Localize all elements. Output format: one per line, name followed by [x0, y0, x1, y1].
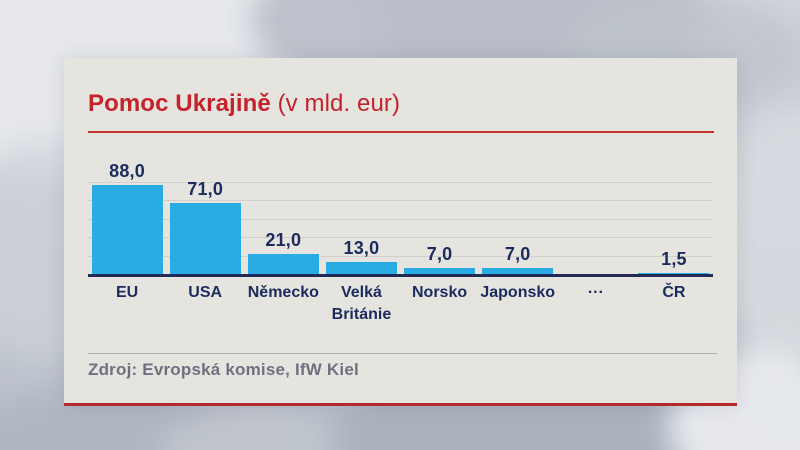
category-label: Německo: [247, 284, 319, 301]
bar: [638, 272, 710, 275]
gridline: [88, 255, 713, 257]
gridline: [88, 200, 713, 202]
bar-value-label: 21,0: [265, 229, 302, 250]
bar-column: [557, 128, 635, 275]
chart-title-main: Pomoc Ukrajině: [88, 90, 271, 117]
bar-value-label: 1,5: [661, 248, 687, 269]
source-divider: [88, 353, 717, 354]
bar: [91, 185, 163, 275]
bar-column: 1,5: [635, 128, 713, 275]
gridline: [88, 218, 713, 220]
gridline: [88, 182, 713, 183]
category-label: Velká Británie: [331, 284, 392, 323]
bar-value-label: 7,0: [426, 243, 453, 264]
chart-title: Pomoc Ukrajině (v mld. eur): [88, 90, 713, 118]
source-caption: Zdroj: Evropská komise, IfW Kiel: [88, 360, 359, 379]
bar-column: 21,0: [244, 128, 322, 275]
gridline: [88, 237, 713, 239]
bar: [247, 253, 319, 275]
chart-title-unit: (v mld. eur): [270, 90, 401, 117]
category-label: Norsko: [412, 284, 468, 301]
bar-column: 7,0: [401, 128, 479, 275]
bar-column: 7,0: [479, 128, 557, 275]
x-axis-baseline: [88, 274, 713, 277]
bar: [325, 261, 397, 275]
category-label: EU: [115, 284, 139, 301]
bar-value-label: 88,0: [109, 161, 145, 182]
bar-chart-plot: 88,0 71,0 21,0 13,0 7,0 7,0 1,5: [88, 128, 713, 277]
bar-value-label: 71,0: [187, 178, 224, 199]
chart-card: Pomoc Ukrajině (v mld. eur) 88,0 71,0 21,0…: [64, 58, 737, 406]
plot-columns: 88,0 71,0 21,0 13,0 7,0 7,0 1,5: [88, 128, 713, 275]
bar: [404, 267, 476, 275]
bar-column: 88,0: [88, 128, 166, 275]
category-label: USA: [188, 284, 223, 301]
category-label: ČR: [662, 284, 686, 301]
category-label: ···: [587, 284, 604, 301]
bar: [482, 267, 554, 275]
bar: [169, 202, 241, 275]
bar-column: 71,0: [166, 128, 244, 275]
bar-value-label: 13,0: [343, 237, 380, 258]
category-label: Japonsko: [480, 284, 556, 301]
category-row: EU USA Německo Velká Británie Norsko Japonsko…: [88, 282, 713, 325]
bar-column: 13,0: [322, 128, 400, 275]
bar-value-label: 7,0: [504, 243, 531, 264]
title-underline: [88, 131, 714, 133]
